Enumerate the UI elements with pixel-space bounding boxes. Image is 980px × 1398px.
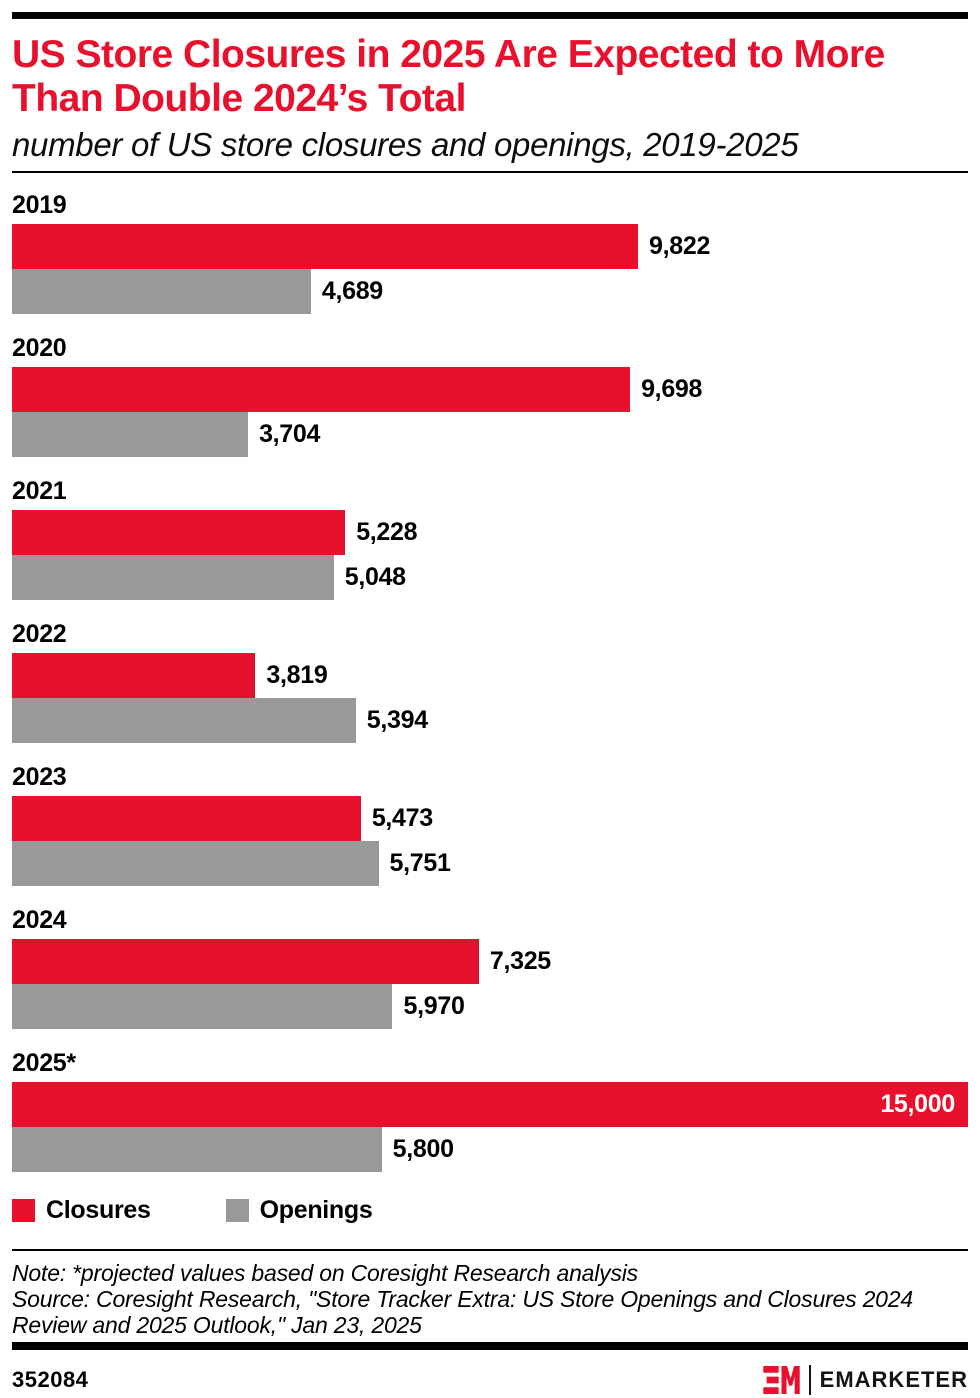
openings-swatch-icon [225, 1199, 249, 1222]
chart-title: US Store Closures in 2025 Are Expected t… [12, 33, 968, 121]
legend: Closures Openings [12, 1196, 968, 1225]
bar-row: 9,698 [12, 367, 968, 412]
value-label: 5,800 [392, 1135, 454, 1163]
openings-bar [12, 1127, 382, 1172]
footer: 352084 EMARKETER [12, 1362, 968, 1398]
closures-bar: 15,000 [12, 1082, 968, 1127]
bar-row: 5,751 [12, 841, 968, 886]
year-label: 2022 [12, 620, 67, 648]
bar-row: 15,000 [12, 1082, 968, 1127]
footnote: Note: *projected values based on Coresig… [12, 1260, 968, 1338]
header-divider [12, 171, 968, 173]
year-group: 2022 3,819 5,394 [12, 621, 968, 743]
value-label: 3,819 [266, 661, 328, 689]
bar-row: 7,325 [12, 939, 968, 984]
year-label: 2020 [12, 334, 67, 362]
openings-bar [12, 412, 249, 457]
bar-row: 3,704 [12, 412, 968, 457]
footnote-divider [12, 1249, 968, 1251]
bar-row: 3,819 [12, 653, 968, 698]
title-line-2: Than Double 2024’s Total [12, 77, 466, 120]
bar-row: 5,394 [12, 698, 968, 743]
year-group: 2023 5,473 5,751 [12, 764, 968, 886]
source-text: Source: Coresight Research, "Store Track… [12, 1286, 913, 1338]
openings-bar [12, 269, 311, 314]
emarketer-logo: EMARKETER [762, 1365, 968, 1395]
footer-divider [12, 1342, 968, 1350]
value-label: 15,000 [880, 1090, 955, 1118]
bar-row: 9,822 [12, 224, 968, 269]
openings-bar [12, 841, 379, 886]
logo-divider [808, 1365, 811, 1395]
year-label: 2024 [12, 906, 67, 934]
year-group: 2021 5,228 5,048 [12, 478, 968, 600]
value-label: 5,394 [366, 706, 428, 734]
title-line-1: US Store Closures in 2025 Are Expected t… [12, 33, 885, 76]
legend-label: Closures [46, 1196, 151, 1224]
value-label: 5,473 [371, 804, 433, 832]
year-label: 2019 [12, 191, 67, 219]
note-text: Note: *projected values based on Coresig… [12, 1260, 638, 1286]
closures-bar [12, 653, 256, 698]
year-group: 2025* 15,000 5,800 [12, 1050, 968, 1172]
value-label: 9,698 [641, 375, 703, 403]
bar-row: 5,970 [12, 984, 968, 1029]
year-label: 2023 [12, 763, 67, 791]
top-rule [12, 12, 968, 19]
brand-name: EMARKETER [819, 1367, 968, 1392]
chart-subtitle: number of US store closures and openings… [12, 126, 799, 163]
closures-bar [12, 510, 346, 555]
value-label: 5,970 [403, 992, 465, 1020]
closures-swatch-icon [12, 1199, 35, 1222]
year-group: 2020 9,698 3,704 [12, 335, 968, 457]
value-label: 3,704 [259, 420, 321, 448]
legend-label: Openings [259, 1196, 373, 1224]
bar-row: 5,473 [12, 796, 968, 841]
closures-bar [12, 796, 361, 841]
closures-bar [12, 224, 638, 269]
value-label: 7,325 [489, 947, 551, 975]
bar-row: 5,228 [12, 510, 968, 555]
openings-bar [12, 984, 393, 1029]
year-label: 2025* [12, 1049, 76, 1077]
year-label: 2021 [12, 477, 67, 505]
closures-bar [12, 939, 479, 984]
legend-item-openings: Openings [225, 1196, 373, 1225]
closures-bar [12, 367, 631, 412]
openings-bar [12, 698, 356, 743]
bar-row: 5,048 [12, 555, 968, 600]
value-label: 4,689 [321, 277, 383, 305]
value-label: 5,048 [344, 563, 406, 591]
bar-row: 5,800 [12, 1127, 968, 1172]
value-label: 5,751 [389, 849, 451, 877]
bar-chart: 2019 9,822 4,689 2020 9,698 3,704 2021 5,228 5,0… [12, 192, 968, 1172]
year-group: 2024 7,325 5,970 [12, 907, 968, 1029]
value-label: 5,228 [356, 518, 418, 546]
year-group: 2019 9,822 4,689 [12, 192, 968, 314]
openings-bar [12, 555, 334, 600]
value-label: 9,822 [648, 232, 711, 260]
chart-id: 352084 [12, 1367, 89, 1392]
legend-item-closures: Closures [12, 1196, 151, 1225]
bar-row: 4,689 [12, 269, 968, 314]
